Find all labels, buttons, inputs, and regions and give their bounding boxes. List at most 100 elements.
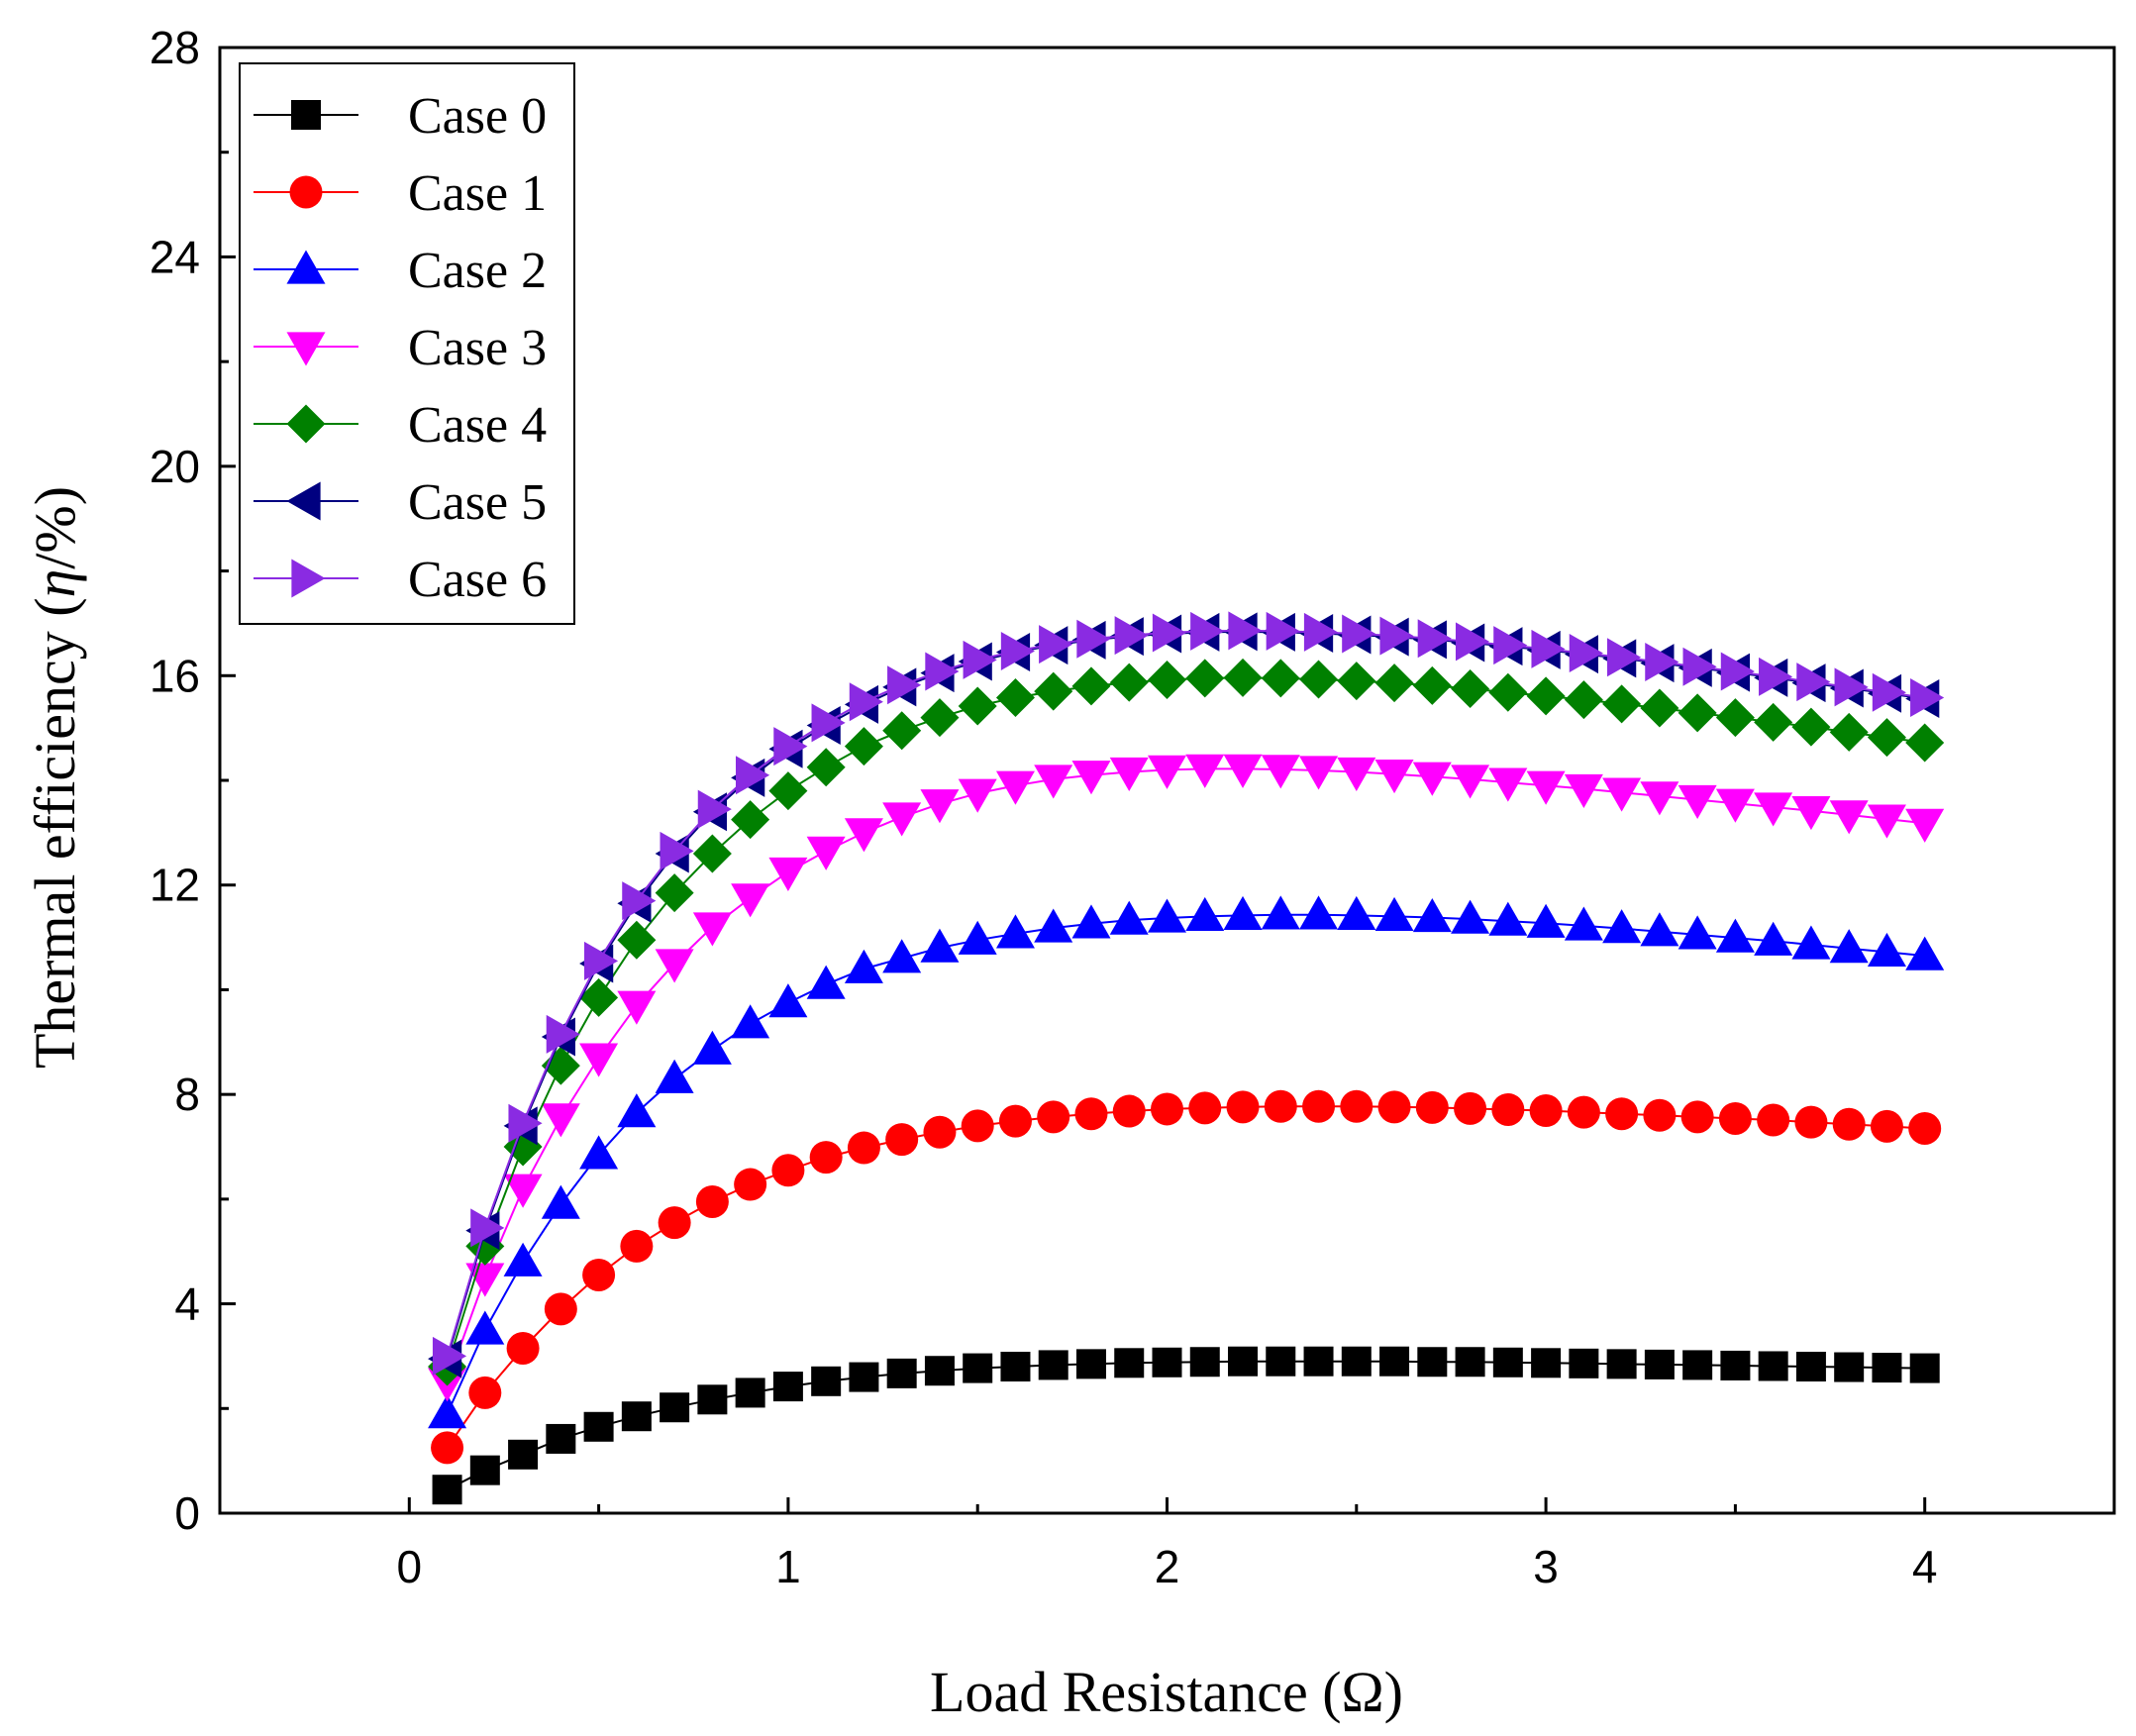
data-point xyxy=(1417,1347,1448,1378)
data-point xyxy=(1602,909,1642,944)
data-point xyxy=(692,912,732,947)
data-point xyxy=(1188,1091,1222,1125)
data-point xyxy=(849,1362,879,1392)
data-point xyxy=(1228,611,1263,651)
y-tick-label: 4 xyxy=(174,1278,200,1330)
data-point xyxy=(1379,616,1414,656)
data-point xyxy=(920,789,960,824)
data-point xyxy=(1754,921,1793,956)
data-point xyxy=(811,1366,842,1396)
data-point xyxy=(1455,622,1490,662)
data-point xyxy=(1266,611,1300,651)
data-point xyxy=(958,686,997,726)
data-point xyxy=(731,800,770,840)
data-point xyxy=(1185,754,1225,788)
y-tick-label: 20 xyxy=(150,441,200,492)
data-point xyxy=(1526,676,1566,716)
data-point xyxy=(655,949,694,983)
series-line xyxy=(446,676,1925,1368)
data-point xyxy=(1114,1348,1145,1379)
data-point xyxy=(579,1043,619,1077)
data-point xyxy=(1645,643,1679,682)
data-point xyxy=(963,1353,993,1383)
data-point xyxy=(1682,647,1717,686)
data-point xyxy=(1451,669,1490,708)
data-point xyxy=(809,1141,843,1174)
data-point xyxy=(1148,661,1186,700)
x-tick-label: 2 xyxy=(1155,1541,1180,1592)
legend-item: Case 4 xyxy=(254,397,547,454)
data-point xyxy=(1185,659,1225,698)
data-point xyxy=(1148,755,1186,789)
data-point xyxy=(887,665,922,705)
data-point xyxy=(1075,1349,1106,1379)
data-point xyxy=(995,677,1035,717)
data-point xyxy=(1337,757,1376,792)
x-tick-label: 3 xyxy=(1533,1541,1559,1592)
y-tick-label: 28 xyxy=(150,22,200,73)
data-point xyxy=(469,1455,500,1485)
x-tick-label: 1 xyxy=(775,1541,801,1592)
y-axis-title-suffix: /%) xyxy=(23,486,87,569)
data-point xyxy=(1451,765,1490,799)
data-point xyxy=(1415,1090,1449,1124)
data-point xyxy=(1341,1346,1372,1377)
data-point xyxy=(1185,896,1225,932)
data-point xyxy=(882,939,922,973)
data-point xyxy=(1829,929,1869,964)
data-point xyxy=(1564,773,1603,808)
data-point xyxy=(1640,912,1679,947)
data-point xyxy=(1488,901,1528,936)
data-point xyxy=(806,836,846,870)
data-point xyxy=(1379,1346,1410,1377)
data-point xyxy=(958,778,997,813)
data-point xyxy=(692,834,732,873)
data-point xyxy=(1720,1350,1751,1380)
data-point xyxy=(1374,664,1414,703)
data-point xyxy=(1303,612,1339,652)
data-point xyxy=(1303,1346,1334,1377)
data-point xyxy=(923,1115,957,1149)
data-point xyxy=(1152,1347,1182,1378)
data-point xyxy=(1640,688,1679,728)
data-point xyxy=(1640,781,1679,816)
data-point xyxy=(1754,702,1793,742)
data-point xyxy=(1905,936,1945,970)
data-point xyxy=(1564,680,1603,720)
series-line xyxy=(447,1360,1925,1491)
data-point xyxy=(1299,895,1339,930)
data-point xyxy=(1454,1091,1487,1125)
data-point xyxy=(1493,626,1528,665)
data-point xyxy=(660,1392,690,1423)
data-point xyxy=(1644,1349,1675,1379)
data-point xyxy=(1076,619,1111,659)
data-point xyxy=(1526,770,1566,805)
legend-marker xyxy=(291,559,326,598)
data-point xyxy=(660,831,694,870)
data-point xyxy=(1872,672,1906,712)
data-point xyxy=(1189,1347,1220,1378)
y-tick-label: 12 xyxy=(150,860,200,911)
legend-label: Case 5 xyxy=(408,474,547,531)
data-point xyxy=(963,640,997,679)
data-point xyxy=(920,698,960,738)
data-point xyxy=(1678,915,1717,950)
legend-label: Case 4 xyxy=(408,397,547,454)
data-point xyxy=(734,1168,767,1201)
data-point xyxy=(844,818,883,853)
data-point xyxy=(1759,657,1793,696)
legend-marker xyxy=(286,481,321,521)
data-point xyxy=(1606,638,1642,677)
y-axis-title: Thermal efficiency (η/%) xyxy=(23,486,87,1069)
data-point xyxy=(773,727,808,766)
data-point xyxy=(1034,671,1073,711)
legend-marker xyxy=(291,100,321,130)
data-point xyxy=(1299,756,1339,790)
data-point xyxy=(1678,784,1717,820)
data-point xyxy=(1791,796,1831,831)
data-point xyxy=(428,1394,467,1429)
data-point xyxy=(1872,1353,1902,1383)
data-point xyxy=(508,1439,539,1470)
data-point xyxy=(1606,1349,1637,1379)
data-point xyxy=(655,873,694,913)
